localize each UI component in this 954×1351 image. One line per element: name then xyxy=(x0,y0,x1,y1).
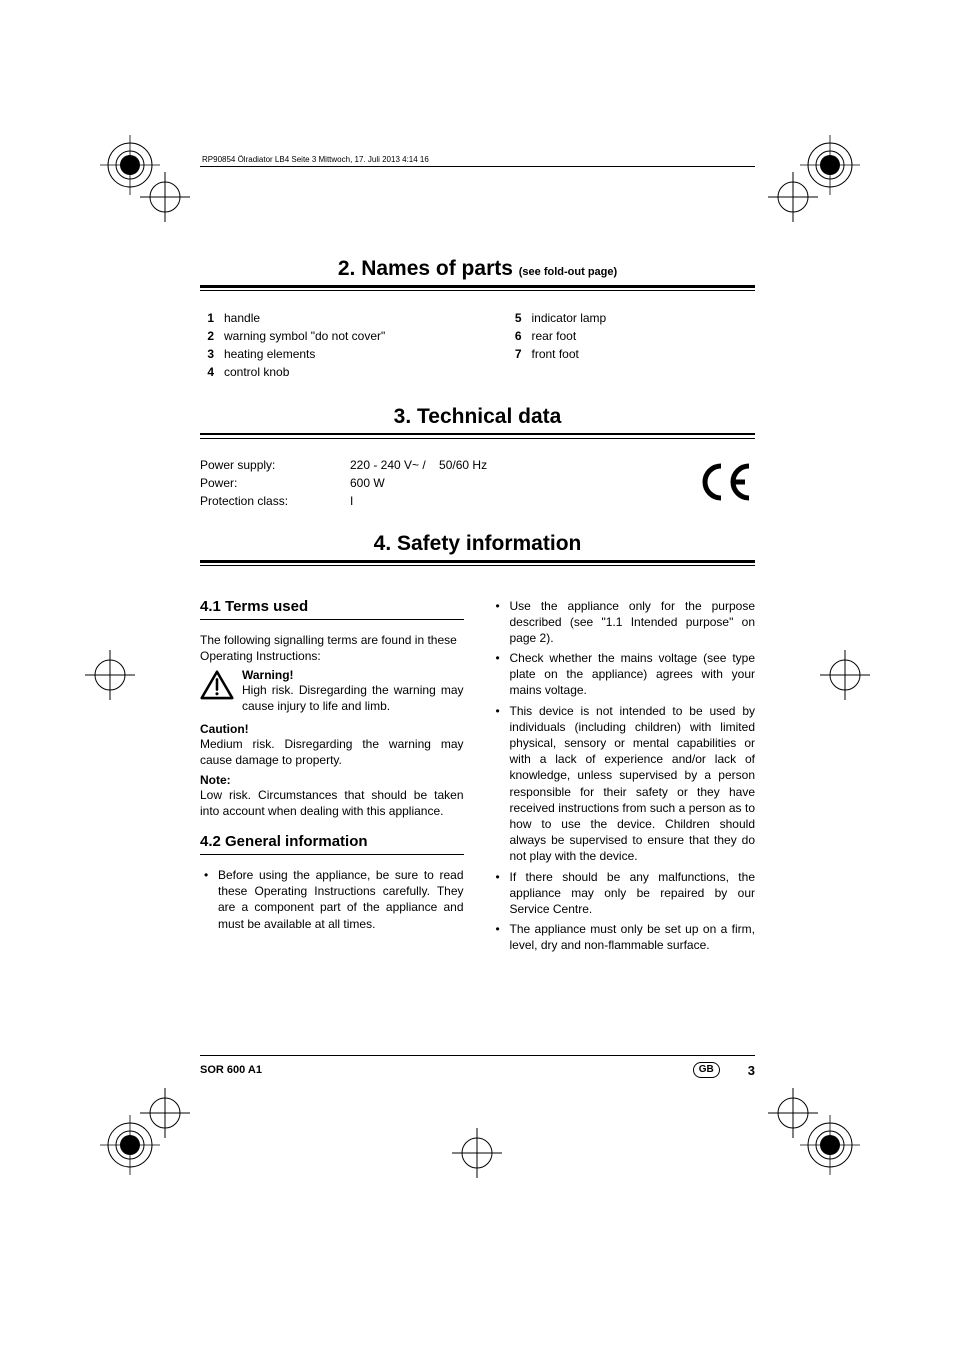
bullet-item: Use the appliance only for the purpose d… xyxy=(492,598,756,647)
ce-mark-icon xyxy=(699,462,755,517)
part-number: 6 xyxy=(508,327,522,345)
tech-label: Protection class: xyxy=(200,492,350,510)
section-title-sub: (see fold-out page) xyxy=(519,266,617,278)
section-title-main: 3. Technical data xyxy=(394,405,562,428)
part-row: 1 handle xyxy=(200,309,448,327)
note-body: Low risk. Circumstances that should be t… xyxy=(200,787,464,819)
section-title-tech: 3. Technical data xyxy=(200,405,755,429)
part-row: 6 rear foot xyxy=(508,327,756,345)
page-footer: SOR 600 A1 GB 3 xyxy=(200,1055,755,1078)
print-crosshair-icon xyxy=(85,650,135,700)
section-rule xyxy=(200,560,755,566)
language-badge: GB xyxy=(693,1062,720,1078)
part-label: rear foot xyxy=(532,327,577,345)
tech-value: 600 W xyxy=(350,474,530,492)
print-header-line: RP90854 Ölradiator LB4 Seite 3 Mittwoch,… xyxy=(200,155,755,167)
part-label: handle xyxy=(224,309,260,327)
bullet-item: Check whether the mains voltage (see typ… xyxy=(492,650,756,699)
print-crosshair-icon xyxy=(820,650,870,700)
parts-list: 1 handle 2 warning symbol "do not cover" 3 he… xyxy=(200,309,755,381)
technical-data: Power supply:Power:Protection class: 220… xyxy=(200,456,755,510)
part-label: control knob xyxy=(224,363,289,381)
bullet-list-right: Use the appliance only for the purpose d… xyxy=(492,598,756,954)
part-number: 5 xyxy=(508,309,522,327)
section-rule xyxy=(200,285,755,291)
caution-title: Caution! xyxy=(200,722,464,736)
page-number: 3 xyxy=(748,1063,755,1078)
section-title-main: 2. Names of parts xyxy=(338,257,513,280)
subheading-terms: 4.1 Terms used xyxy=(200,598,464,615)
part-label: warning symbol "do not cover" xyxy=(224,327,385,345)
part-number: 3 xyxy=(200,345,214,363)
part-label: front foot xyxy=(532,345,579,363)
part-row: 7 front foot xyxy=(508,345,756,363)
bullet-item: The appliance must only be set up on a f… xyxy=(492,921,756,953)
print-crosshair-icon xyxy=(768,172,818,222)
warning-body: High risk. Disregarding the warning may … xyxy=(242,682,464,714)
part-number: 2 xyxy=(200,327,214,345)
bullet-item: This device is not intended to be used b… xyxy=(492,703,756,865)
subheading-general: 4.2 General information xyxy=(200,833,464,850)
tech-value: I xyxy=(350,492,530,510)
part-label: indicator lamp xyxy=(532,309,607,327)
warning-block: Warning! High risk. Disregarding the war… xyxy=(200,668,464,718)
part-number: 4 xyxy=(200,363,214,381)
print-crosshair-icon xyxy=(768,1088,818,1138)
section-title-parts: 2. Names of parts (see fold-out page) xyxy=(200,257,755,281)
warning-title: Warning! xyxy=(242,668,464,682)
caution-body: Medium risk. Disregarding the warning ma… xyxy=(200,736,464,768)
tech-label: Power: xyxy=(200,474,350,492)
left-column: 4.1 Terms used The following signalling … xyxy=(200,584,464,958)
tech-value: 220 - 240 V~ / 50/60 Hz xyxy=(350,456,530,474)
page-content: RP90854 Ölradiator LB4 Seite 3 Mittwoch,… xyxy=(200,155,755,957)
bullet-list-left: Before using the appliance, be sure to r… xyxy=(200,867,464,932)
right-column: Use the appliance only for the purpose d… xyxy=(492,584,756,958)
part-row: 2 warning symbol "do not cover" xyxy=(200,327,448,345)
part-row: 4 control knob xyxy=(200,363,448,381)
part-row: 3 heating elements xyxy=(200,345,448,363)
warning-triangle-icon xyxy=(200,670,234,718)
print-crosshair-icon xyxy=(140,172,190,222)
section-rule xyxy=(200,433,755,439)
part-row: 5 indicator lamp xyxy=(508,309,756,327)
part-label: heating elements xyxy=(224,345,315,363)
terms-intro: The following signalling terms are found… xyxy=(200,632,464,664)
part-number: 1 xyxy=(200,309,214,327)
print-crosshair-icon xyxy=(140,1088,190,1138)
print-crosshair-icon xyxy=(452,1128,502,1178)
section-title-safety: 4. Safety information xyxy=(200,532,755,556)
section-title-main: 4. Safety information xyxy=(374,532,582,555)
safety-columns: 4.1 Terms used The following signalling … xyxy=(200,584,755,958)
tech-label: Power supply: xyxy=(200,456,350,474)
bullet-item: If there should be any malfunctions, the… xyxy=(492,869,756,918)
note-title: Note: xyxy=(200,773,464,787)
part-number: 7 xyxy=(508,345,522,363)
footer-model: SOR 600 A1 xyxy=(200,1064,262,1076)
bullet-item: Before using the appliance, be sure to r… xyxy=(200,867,464,932)
